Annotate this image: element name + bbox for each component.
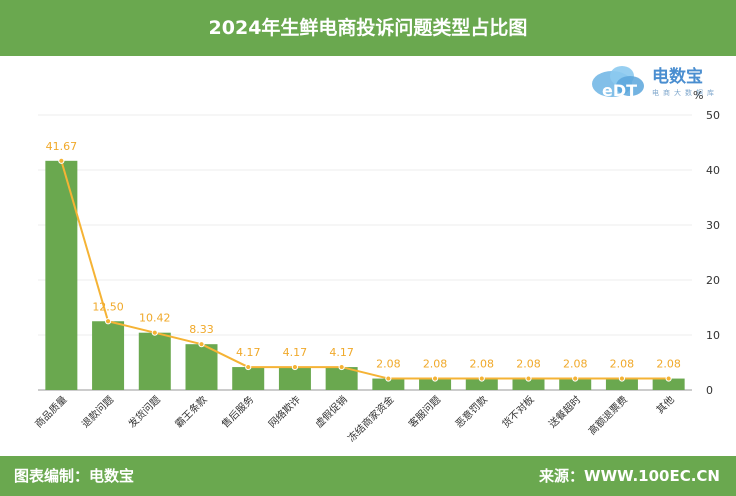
x-tick-label: 恶意罚款 bbox=[452, 393, 489, 430]
line-point bbox=[431, 375, 439, 382]
data-label: 2.08 bbox=[563, 358, 588, 371]
cloud-icon: eDT bbox=[592, 66, 644, 100]
y-tick-label: 50 bbox=[706, 109, 720, 122]
data-label: 2.08 bbox=[376, 358, 401, 371]
logo-tagline: 电商大数据库 bbox=[652, 88, 718, 97]
data-label: 2.08 bbox=[470, 358, 495, 371]
y-tick-label: 10 bbox=[706, 329, 720, 342]
y-tick-label: 40 bbox=[706, 164, 720, 177]
x-tick-label: 其他 bbox=[653, 393, 676, 416]
line-point bbox=[385, 375, 392, 382]
edt-logo: eDT 电数宝 电商大数据库 bbox=[590, 62, 730, 102]
x-tick-label: 送餐超时 bbox=[546, 393, 583, 430]
bar bbox=[92, 321, 125, 390]
y-tick-label: 20 bbox=[706, 274, 720, 287]
chart-source: 来源：WWW.100EC.CN bbox=[539, 467, 720, 485]
line-series bbox=[60, 160, 669, 380]
data-label: 4.17 bbox=[283, 346, 308, 359]
data-label: 4.17 bbox=[329, 346, 354, 359]
bar bbox=[512, 378, 545, 390]
bar bbox=[138, 332, 171, 390]
y-axis-unit: % bbox=[693, 89, 704, 102]
line-point bbox=[245, 363, 252, 371]
y-tick-label: 0 bbox=[706, 384, 713, 397]
chart-header: 2024年生鲜电商投诉问题类型占比图 bbox=[0, 0, 736, 56]
line-point bbox=[478, 375, 485, 382]
line-point bbox=[525, 375, 532, 382]
data-label: 12.50 bbox=[92, 300, 124, 313]
line-point bbox=[151, 329, 158, 336]
line-point bbox=[338, 363, 345, 371]
line-point bbox=[198, 341, 205, 348]
line-point bbox=[58, 157, 65, 164]
x-tick-label: 货不对板 bbox=[499, 393, 536, 430]
data-label: 41.67 bbox=[46, 140, 78, 153]
chart-footer: 图表编制：电数宝 来源：WWW.100EC.CN bbox=[0, 456, 736, 496]
line-point bbox=[291, 363, 299, 371]
data-label: 2.08 bbox=[656, 358, 681, 371]
line-point bbox=[618, 375, 626, 382]
bar bbox=[465, 378, 498, 390]
logo-badge-text: eDT bbox=[602, 81, 637, 100]
bar bbox=[652, 378, 685, 390]
chart-area: 0 10 20 30 40 50 41.67 12.50 10.42 8.33 4.17 4.17 4.… bbox=[32, 109, 720, 445]
logo-name: 电数宝 bbox=[652, 66, 703, 87]
chart-credit: 图表编制：电数宝 bbox=[14, 467, 135, 485]
data-label: 8.33 bbox=[189, 323, 214, 336]
bar bbox=[185, 344, 218, 390]
data-label: 2.08 bbox=[610, 358, 635, 371]
bar bbox=[325, 367, 358, 390]
data-label: 2.08 bbox=[516, 358, 541, 371]
x-tick-label: 虚假促销 bbox=[312, 393, 349, 430]
data-label: 4.17 bbox=[236, 346, 261, 359]
x-tick-label: 冻结商家资金 bbox=[345, 393, 397, 445]
x-tick-label: 网络欺诈 bbox=[266, 393, 303, 430]
x-tick-label: 售后服务 bbox=[219, 393, 256, 430]
bar bbox=[559, 378, 592, 390]
x-tick-label: 商品质量 bbox=[32, 393, 69, 430]
bar bbox=[605, 378, 638, 390]
bar bbox=[419, 378, 452, 390]
x-tick-label: 客服问题 bbox=[406, 393, 443, 430]
line-point bbox=[572, 375, 579, 382]
data-label: 10.42 bbox=[139, 312, 171, 325]
x-tick-label: 发货问题 bbox=[125, 393, 162, 430]
line-point bbox=[104, 318, 112, 325]
bar bbox=[278, 367, 311, 390]
bar bbox=[372, 378, 405, 390]
bar bbox=[45, 160, 78, 390]
y-tick-label: 30 bbox=[706, 219, 720, 232]
x-tick-label: 高额退票费 bbox=[586, 393, 631, 438]
bar bbox=[232, 367, 265, 390]
x-tick-label: 退款问题 bbox=[79, 393, 116, 430]
chart-title: 2024年生鲜电商投诉问题类型占比图 bbox=[208, 17, 528, 39]
x-tick-label: 霸王条款 bbox=[172, 393, 209, 430]
data-label: 2.08 bbox=[423, 358, 448, 371]
line-point bbox=[665, 375, 672, 382]
